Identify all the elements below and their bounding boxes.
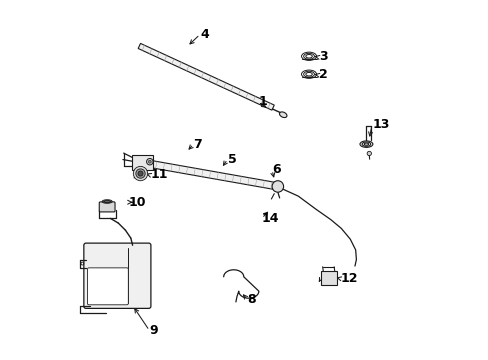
Text: 11: 11 — [150, 168, 168, 181]
Circle shape — [148, 160, 151, 163]
Text: 6: 6 — [271, 163, 280, 176]
Circle shape — [271, 181, 283, 192]
Text: 3: 3 — [319, 50, 327, 63]
Polygon shape — [138, 44, 274, 110]
FancyBboxPatch shape — [99, 202, 115, 212]
Text: 10: 10 — [129, 196, 146, 209]
Text: 1: 1 — [258, 95, 266, 108]
Text: 2: 2 — [319, 68, 327, 81]
Circle shape — [366, 151, 371, 156]
Circle shape — [133, 166, 147, 181]
FancyBboxPatch shape — [87, 268, 128, 305]
Polygon shape — [149, 160, 278, 190]
Text: 13: 13 — [371, 118, 389, 131]
Circle shape — [138, 171, 142, 176]
FancyBboxPatch shape — [83, 243, 151, 309]
Text: 14: 14 — [261, 212, 279, 225]
Text: 8: 8 — [247, 293, 256, 306]
Text: 7: 7 — [193, 138, 202, 150]
Text: 9: 9 — [149, 324, 158, 337]
Text: 12: 12 — [340, 272, 357, 285]
FancyBboxPatch shape — [132, 155, 153, 170]
Text: 5: 5 — [227, 153, 236, 166]
Circle shape — [146, 158, 153, 165]
Text: 4: 4 — [200, 28, 208, 41]
Ellipse shape — [279, 112, 286, 118]
Circle shape — [136, 169, 145, 178]
FancyBboxPatch shape — [320, 271, 337, 285]
